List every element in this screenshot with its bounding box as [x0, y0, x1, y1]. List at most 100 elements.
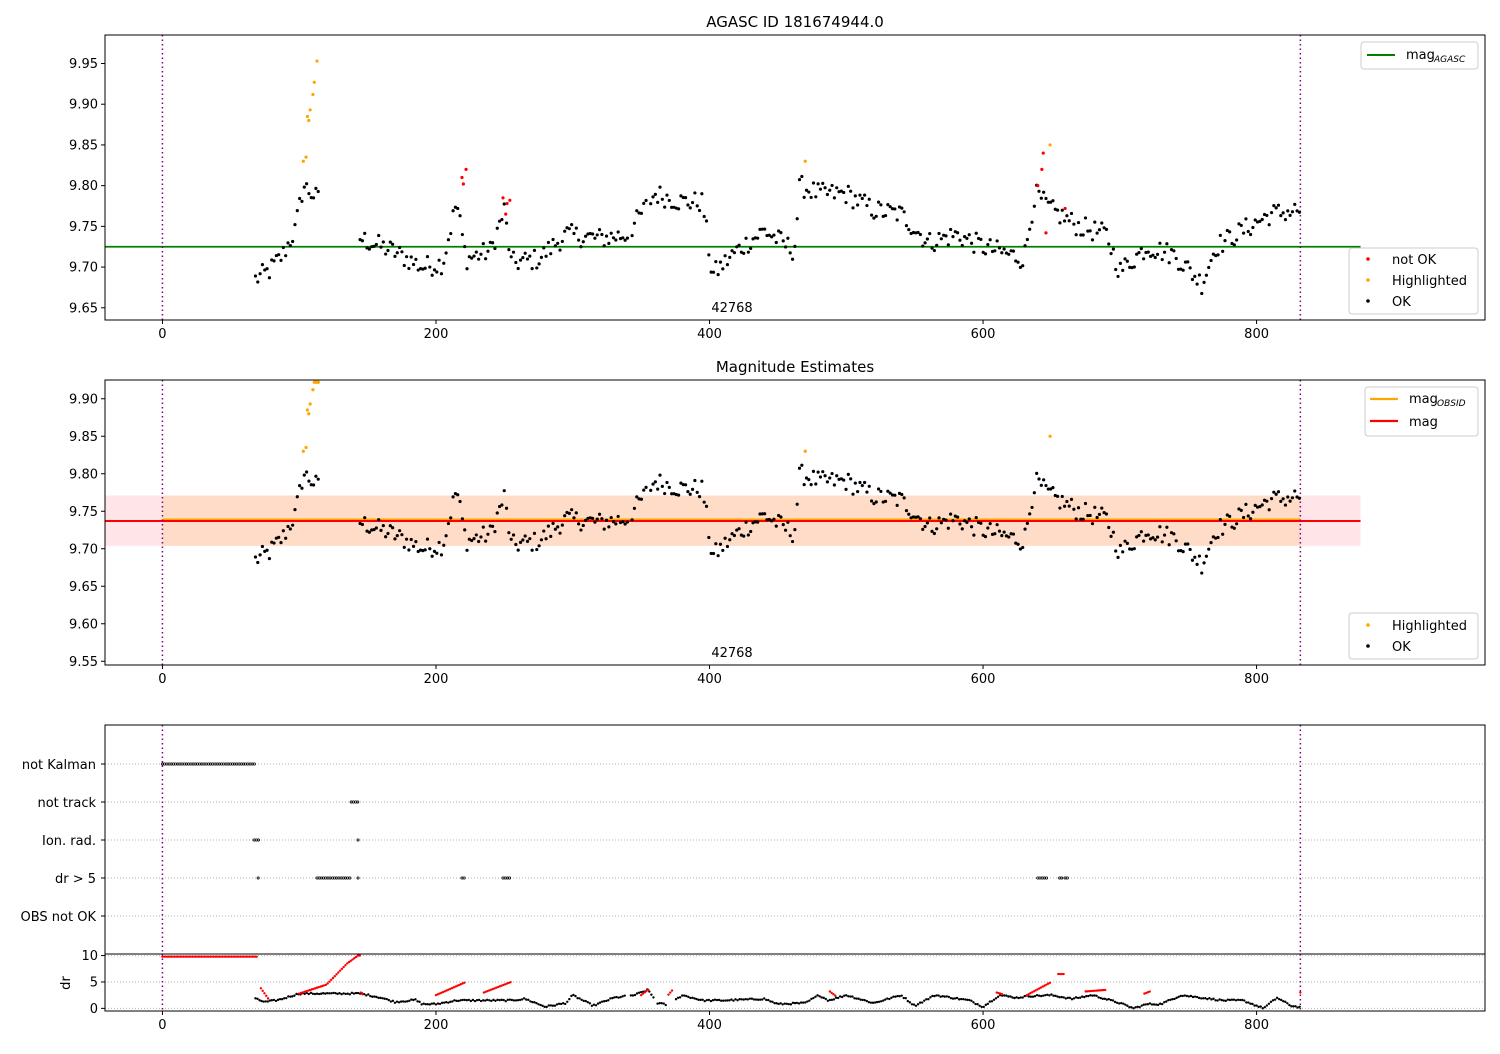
ok-point	[665, 480, 669, 485]
ok-point	[595, 517, 599, 521]
dr-not-ok-point	[1038, 987, 1041, 990]
ok-point	[1269, 211, 1274, 215]
dr-not-ok-point	[170, 955, 173, 958]
ok-point	[718, 260, 723, 264]
ok-point	[272, 541, 276, 545]
dr-not-ok-point	[216, 955, 219, 958]
ok-point	[737, 243, 741, 247]
dr-ok-point	[734, 998, 737, 1001]
ok-point	[1114, 549, 1118, 553]
ok-point	[770, 235, 774, 239]
dr-ok-point	[840, 995, 844, 999]
ok-point	[477, 539, 481, 544]
dr-not-ok-point	[228, 955, 232, 958]
ok-point	[653, 192, 657, 197]
dr-ok-point	[750, 997, 754, 1000]
ok-point	[1100, 506, 1104, 510]
dr-ok-point	[381, 997, 384, 1000]
dr-ok-point	[992, 998, 996, 1002]
legend-mag-agasc-label: mag	[1406, 48, 1435, 63]
dr-ok-point	[1078, 996, 1082, 999]
y-tick-label: 10	[81, 949, 98, 964]
dr-ok-point	[379, 996, 382, 1000]
ok-point	[597, 228, 602, 232]
dr-not-ok-point	[1098, 989, 1102, 992]
dr-ok-point	[799, 1001, 803, 1004]
ok-point	[1195, 282, 1199, 286]
ok-point	[863, 480, 867, 485]
ok-point	[1276, 490, 1281, 494]
ok-point	[402, 545, 406, 549]
ok-point	[1279, 499, 1283, 503]
ok-point	[714, 542, 718, 546]
not-ok-point	[1044, 231, 1048, 235]
dr-ok-point	[1126, 1004, 1129, 1007]
ok-point	[1172, 249, 1176, 253]
ok-point	[1088, 513, 1092, 518]
dr-ok-point	[855, 997, 858, 1000]
dr-not-ok-point	[1057, 972, 1060, 976]
ok-point	[1248, 517, 1253, 521]
ok-point	[1251, 225, 1255, 230]
dr-ok-point	[559, 1002, 563, 1006]
ok-point	[1011, 532, 1016, 536]
x-tick-label: 200	[424, 1018, 449, 1033]
ok-point	[1162, 250, 1167, 254]
ok-point	[939, 237, 943, 241]
dr-ok-point	[1083, 995, 1086, 999]
ok-point	[960, 243, 964, 248]
ok-point	[532, 248, 537, 252]
ok-point	[1060, 494, 1064, 499]
dr-ok-point	[1267, 1002, 1271, 1006]
dr-ok-point	[1095, 994, 1098, 997]
dr-ok-point	[861, 998, 864, 1002]
ok-point	[893, 207, 897, 211]
ok-point	[304, 470, 309, 474]
ok-point	[893, 493, 897, 497]
ok-point	[1267, 508, 1271, 512]
ok-point	[902, 496, 906, 500]
ok-point	[842, 190, 846, 195]
ok-point	[988, 238, 992, 242]
ok-point	[872, 502, 876, 506]
ok-point	[630, 234, 634, 238]
ok-point	[923, 241, 927, 245]
ok-point	[760, 227, 764, 231]
dr-ok-point	[1033, 994, 1037, 998]
ok-point	[925, 237, 929, 241]
ok-point	[304, 182, 309, 186]
dr-ok-point	[771, 1000, 774, 1003]
dr-ok-point	[449, 1000, 452, 1004]
dr-not-ok-point	[211, 955, 214, 958]
ok-point	[1025, 521, 1029, 525]
ok-point	[716, 272, 720, 277]
ok-point	[958, 522, 962, 526]
ok-point	[900, 206, 904, 210]
ok-point	[1207, 547, 1211, 551]
ok-point	[890, 493, 895, 497]
dr-ok-point	[933, 994, 936, 998]
ok-point	[981, 250, 985, 254]
dr-ok-point	[533, 1001, 536, 1004]
ok-point	[907, 227, 911, 232]
legend-mag-agasc-subscript: AGASC	[1433, 55, 1466, 65]
dr-ok-point	[1046, 993, 1049, 996]
ok-point	[439, 553, 444, 557]
legend-highlighted-marker	[1366, 278, 1370, 282]
dr-not-ok-point	[828, 990, 832, 993]
dr-ok-point	[941, 994, 944, 998]
ok-point	[969, 241, 974, 245]
dr-ok-point	[678, 996, 682, 999]
ok-point	[1232, 243, 1236, 247]
dr-ok-point	[1183, 994, 1186, 997]
legend-not-ok-label: not OK	[1392, 253, 1437, 268]
dr-not-ok-point	[639, 993, 643, 997]
highlighted-point	[311, 388, 315, 392]
ok-point	[800, 174, 804, 179]
ok-point	[374, 242, 378, 247]
dr-ok-point	[342, 992, 345, 995]
ok-point	[656, 487, 660, 491]
ok-point	[311, 196, 316, 200]
ok-point	[811, 469, 816, 473]
ok-point	[1049, 200, 1053, 204]
